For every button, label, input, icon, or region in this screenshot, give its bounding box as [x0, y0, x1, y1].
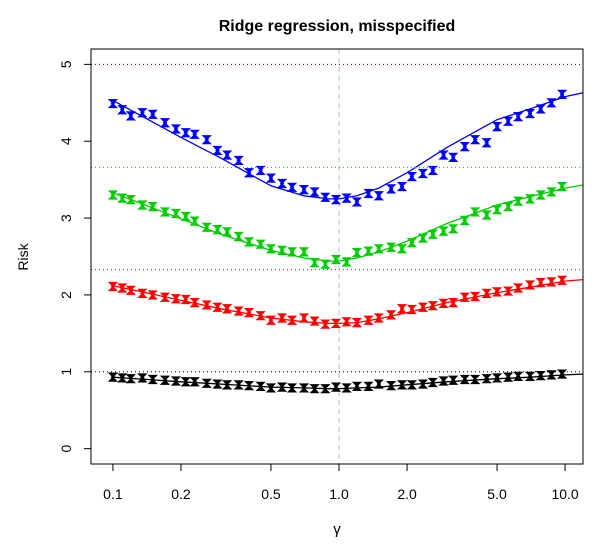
plot-frame	[90, 48, 584, 465]
x-tick-label: 1.0	[329, 486, 349, 502]
y-tick-label: 2	[58, 291, 74, 299]
series-group	[91, 63, 583, 394]
series-curve	[112, 92, 583, 200]
y-axis-label: Risk	[15, 242, 31, 270]
x-tick-label: 0.5	[261, 486, 281, 502]
x-tick-label: 0.1	[103, 486, 123, 502]
y-tick-label: 3	[58, 214, 74, 222]
chart-title: Ridge regression, misspecified	[219, 18, 456, 35]
x-axis-label: γ	[333, 521, 341, 538]
y-tick-label: 5	[58, 60, 74, 68]
x-tick-label: 10.0	[551, 486, 578, 502]
x-tick-label: 5.0	[487, 486, 507, 502]
x-tick-label: 2.0	[397, 486, 417, 502]
x-tick-label: 0.2	[171, 486, 191, 502]
y-tick-label: 1	[58, 368, 74, 376]
y-tick-label: 4	[58, 137, 74, 145]
y-tick-label: 0	[58, 445, 74, 453]
plot-layer: 0.1 0.2 0.5 1.0 2.0 5.0 10.0 0 1 2 3 4 5	[58, 49, 583, 502]
